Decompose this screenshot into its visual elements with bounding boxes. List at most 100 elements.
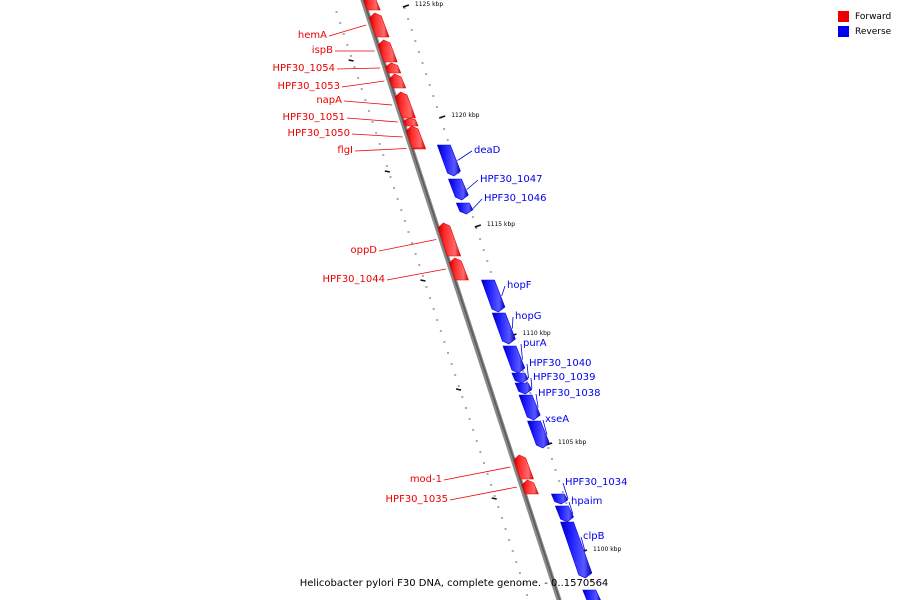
gene-leader-flgi <box>354 148 407 152</box>
gene-label-hpaim: hpaim <box>571 496 602 507</box>
gene-leader-hopg <box>511 316 514 329</box>
genome-caption: Helicobacter pylori F30 DNA, complete ge… <box>299 578 609 589</box>
gene-leader-hpf30-1034 <box>562 482 569 500</box>
gene-partial-26[interactable] <box>582 589 601 600</box>
gene-hpf30-1038[interactable] <box>518 394 541 421</box>
gene-hpf30-1050[interactable] <box>405 125 426 149</box>
legend-reverse-label: Reverse <box>855 26 892 37</box>
gene-hpf30-1046[interactable] <box>455 202 474 215</box>
legend-forward-label: Forward <box>855 11 892 22</box>
gene-label-hpf30-1035: HPF30_1035 <box>386 494 448 505</box>
gene-leader-oppd <box>378 239 437 252</box>
half-scale-tick <box>491 497 497 500</box>
gene-label-napa: napA <box>316 95 342 106</box>
gene-hpf30-1047[interactable] <box>448 178 469 201</box>
gene-leader-hpf30-1039 <box>530 377 533 389</box>
gene-label-mod-1: mod-1 <box>410 474 442 485</box>
gene-leader-hpf30-1035 <box>449 486 518 501</box>
gene-label-hpf30-1050: HPF30_1050 <box>288 128 350 139</box>
gene-leader-pura <box>520 343 523 360</box>
gene-leader-xsea <box>542 419 548 435</box>
half-scale-tick <box>455 388 462 391</box>
gene-dead[interactable] <box>436 144 461 177</box>
gene-leader-clpb <box>580 536 586 551</box>
scale-label-1120: 1120 kbp <box>451 112 479 119</box>
scale-label-1115: 1115 kbp <box>487 221 515 228</box>
gene-hpf30-1039[interactable] <box>514 382 533 395</box>
gene-label-hpf30-1051: HPF30_1051 <box>283 112 345 123</box>
scale-label-1125: 1125 kbp <box>415 1 443 8</box>
gene-hpf30-1035[interactable] <box>521 479 539 495</box>
gene-clpb[interactable] <box>560 521 593 579</box>
legend-forward-swatch <box>838 11 849 22</box>
scale-label-1110: 1110 kbp <box>522 330 550 337</box>
gene-label-hpf30-1040: HPF30_1040 <box>529 358 591 369</box>
gene-xsea[interactable] <box>527 420 550 449</box>
half-scale-tick <box>384 170 391 173</box>
gene-label-hpf30-1038: HPF30_1038 <box>538 388 600 399</box>
genome-axis <box>360 0 562 600</box>
legend-reverse: Reverse <box>838 24 891 39</box>
gene-label-hema: hemA <box>298 30 327 41</box>
gene-label-hpf30-1039: HPF30_1039 <box>533 372 595 383</box>
scale-tick-1120 <box>438 115 446 119</box>
gene-leader-hpf30-1051 <box>346 117 398 123</box>
gene-pura[interactable] <box>502 345 526 374</box>
legend: Forward Reverse <box>838 9 891 39</box>
gene-labels: hemA ispB HPF30_1054 HPF30_1053 napA HPF30_10… <box>273 24 627 551</box>
gene-leader-hpf30-1047 <box>466 179 479 190</box>
axis-ticks: 1125 kbp 1120 kbp 1115 kbp 1110 kbp 1105 kbp… <box>335 1 621 596</box>
gene-leader-mod-1 <box>443 466 511 481</box>
gene-label-hpf30-1047: HPF30_1047 <box>480 174 542 185</box>
scale-tick-1115 <box>474 224 482 228</box>
axis-core <box>362 0 561 600</box>
gene-label-hpf30-1044: HPF30_1044 <box>323 274 385 285</box>
gene-label-hpf30-1034: HPF30_1034 <box>565 477 627 488</box>
gene-label-flgi: flgI <box>337 145 353 156</box>
gene-hpf30-1053[interactable] <box>388 73 407 89</box>
half-scale-tick <box>348 59 354 62</box>
legend-forward: Forward <box>838 9 891 24</box>
gene-flgi[interactable] <box>411 147 427 150</box>
gene-hpf30-1040[interactable] <box>511 372 529 384</box>
gene-leader-hpf30-1038 <box>535 393 539 408</box>
gene-label-xsea: xseA <box>545 414 569 425</box>
gene-label-hpf30-1053: HPF30_1053 <box>278 81 340 92</box>
gene-label-oppd: oppD <box>350 245 377 256</box>
gene-label-hopf: hopF <box>507 280 532 291</box>
gene-hpf30-1034[interactable] <box>550 493 569 505</box>
gene-leader-hpf30-1044 <box>386 268 446 281</box>
scale-tick-1125 <box>402 4 410 8</box>
gene-label-ispb: ispB <box>312 45 333 56</box>
gene-label-dead: deaD <box>474 145 501 156</box>
gene-leader-hpf30-1050 <box>351 133 403 138</box>
gene-hpaim[interactable] <box>554 505 574 523</box>
gene-mod-1[interactable] <box>513 454 534 480</box>
gene-features <box>363 0 601 600</box>
gene-label-pura: purA <box>523 338 547 349</box>
gene-leader-hema <box>328 24 367 37</box>
gene-oppd[interactable] <box>437 222 462 257</box>
gene-hopf[interactable] <box>481 279 506 313</box>
gene-napa[interactable] <box>394 91 416 119</box>
gene-leader-hpf30-1054 <box>336 67 381 70</box>
gene-leader-hpf30-1040 <box>526 363 529 379</box>
gene-hopg[interactable] <box>491 312 516 345</box>
gene-hema[interactable] <box>368 12 390 38</box>
gene-hpf30-1054[interactable] <box>384 62 402 74</box>
gene-ispb[interactable] <box>377 39 398 63</box>
gene-hpf30-1044[interactable] <box>448 257 469 281</box>
gene-label-clpb: clpB <box>583 531 605 542</box>
gene-leader-dead <box>457 150 473 161</box>
gene-label-hopg: hopG <box>515 311 542 322</box>
scale-label-1105: 1105 kbp <box>558 439 586 446</box>
gene-leader-hpf30-1046 <box>472 198 483 209</box>
gene-leader-hpf30-1053 <box>341 80 385 88</box>
gene-label-hpf30-1046: HPF30_1046 <box>484 193 546 204</box>
gene-label-hpf30-1054: HPF30_1054 <box>273 63 335 74</box>
gene-partial-0[interactable] <box>363 0 381 11</box>
legend-reverse-swatch <box>838 26 849 37</box>
gene-hpf30-1051[interactable] <box>402 117 419 127</box>
half-scale-tick <box>420 279 426 282</box>
